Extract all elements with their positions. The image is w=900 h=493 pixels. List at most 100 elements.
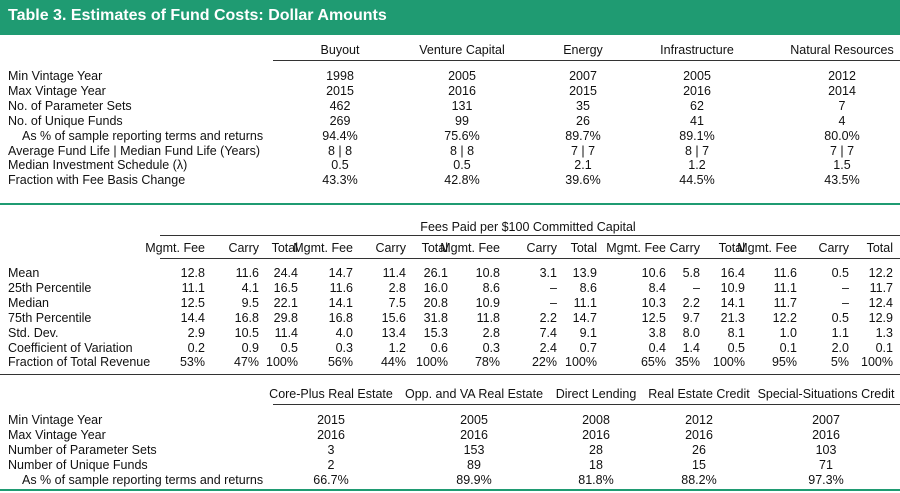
row-label: Max Vintage Year xyxy=(8,427,106,442)
table-cell: 1.4 xyxy=(682,340,700,355)
row-label: Coefficient of Variation xyxy=(8,340,133,355)
subcolumn-header: Total xyxy=(421,241,448,255)
table-cell: 100% xyxy=(416,355,448,370)
table-cell: 2012 xyxy=(685,413,713,427)
table-cell: 43.5% xyxy=(824,173,860,188)
row-label: Max Vintage Year xyxy=(8,83,106,98)
table-cell: 2005 xyxy=(683,69,711,83)
table-cell: 2 xyxy=(327,457,335,472)
table-cell: 22.1 xyxy=(273,295,298,310)
header-rule xyxy=(273,404,900,405)
table-cell: 12.5 xyxy=(180,295,205,310)
table-cell: 2.9 xyxy=(187,325,205,340)
group-header: Fees Paid per $100 Committed Capital xyxy=(420,220,636,234)
subcolumn-header: Carry xyxy=(526,241,557,255)
table-cell: 35% xyxy=(674,355,700,370)
table-cell: 0.6 xyxy=(430,340,448,355)
table-cell: 0.5 xyxy=(831,310,849,325)
subcolumn-header: Carry xyxy=(228,241,259,255)
table-cell: 16.8 xyxy=(234,310,259,325)
table-cell: 47% xyxy=(233,355,259,370)
table-cell: 100% xyxy=(266,355,298,370)
subcolumn-header: Total xyxy=(271,241,298,255)
table-cell: 5.8 xyxy=(682,266,700,280)
table-cell: 18 xyxy=(589,457,603,472)
table-cell: 22% xyxy=(531,355,557,370)
table-cell: 462 xyxy=(329,98,351,113)
table-cell: 10.9 xyxy=(720,280,745,295)
table-cell: 14.4 xyxy=(180,310,205,325)
table-cell: 10.6 xyxy=(641,266,666,280)
table-cell: 11.7 xyxy=(869,280,893,295)
row-label: As % of sample reporting terms and retur… xyxy=(22,128,264,143)
table-cell: 2.0 xyxy=(831,340,849,355)
table-cell: 95% xyxy=(771,355,797,370)
table-cell: 8.6 xyxy=(579,280,597,295)
table-cell: 2005 xyxy=(460,413,488,427)
table-cell: 0.3 xyxy=(482,340,500,355)
table-cell: 2012 xyxy=(828,69,856,83)
table-cell: 2.8 xyxy=(482,325,500,340)
row-label: Min Vintage Year xyxy=(8,69,103,83)
table-cell: 12.8 xyxy=(180,266,205,280)
table-cell: 2015 xyxy=(317,413,345,427)
table-cell: 269 xyxy=(329,113,351,128)
table-cell: 89.9% xyxy=(456,472,492,487)
row-label: Median xyxy=(8,295,49,310)
table-cell: – xyxy=(842,295,849,310)
table-cell: 7.5 xyxy=(388,295,406,310)
table-cell: 1.5 xyxy=(833,158,851,173)
table-cell: 81.8% xyxy=(578,472,614,487)
table-cell: 14.7 xyxy=(572,310,597,325)
table-cell: 15.3 xyxy=(423,325,448,340)
row-label: Fraction of Total Revenue xyxy=(8,355,151,370)
table-cell: 0.5 xyxy=(831,266,849,280)
title-bar: Table 3. Estimates of Fund Costs: Dollar… xyxy=(0,0,900,35)
table-cell: 11.1 xyxy=(773,280,797,295)
subcolumn-header: Total xyxy=(570,241,597,255)
row-label: No. of Parameter Sets xyxy=(8,98,132,113)
table-cell: 1998 xyxy=(326,69,354,83)
table-cell: 2.2 xyxy=(682,295,700,310)
table-cell: 13.4 xyxy=(381,325,406,340)
table-cell: 39.6% xyxy=(565,173,601,188)
table-cell: 0.4 xyxy=(648,340,666,355)
table-cell: 71 xyxy=(819,457,833,472)
table-cell: 0.5 xyxy=(727,340,745,355)
table-cell: 0.2 xyxy=(187,340,205,355)
table-cell: 16.5 xyxy=(273,280,298,295)
subcolumn-header: Carry xyxy=(669,241,700,255)
table-cell: 0.1 xyxy=(875,340,893,355)
table-cell: 2016 xyxy=(812,427,840,442)
table-cell: 12.2 xyxy=(868,266,893,280)
table-cell: 4.0 xyxy=(335,325,353,340)
table-cell: 56% xyxy=(327,355,353,370)
table-cell: 13.9 xyxy=(572,266,597,280)
table-cell: 89 xyxy=(467,457,481,472)
table-cell: 0.1 xyxy=(779,340,797,355)
table-cell: 15 xyxy=(692,457,706,472)
table-cell: 0.5 xyxy=(280,340,298,355)
table-cell: 4.1 xyxy=(241,280,259,295)
table-cell: 7 | 7 xyxy=(570,143,596,158)
table-cell: 2.4 xyxy=(539,340,557,355)
row-label: Number of Unique Funds xyxy=(8,457,148,472)
table-cell: 26 xyxy=(576,113,590,128)
row-label: Number of Parameter Sets xyxy=(8,442,157,457)
table-cell: 26 xyxy=(692,442,706,457)
subcolumn-header: Mgmt. Fee xyxy=(145,241,205,255)
table-cell: 100% xyxy=(713,355,745,370)
subcolumn-header: Total xyxy=(718,241,745,255)
table-cell: 11.4 xyxy=(382,266,406,280)
table-cell: 2015 xyxy=(569,83,597,98)
table-cell: 3.1 xyxy=(539,266,557,280)
table-cell: 28 xyxy=(589,442,603,457)
table-cell: – xyxy=(842,280,849,295)
subcolumn-header: Carry xyxy=(375,241,406,255)
table-cell: 89.1% xyxy=(679,128,715,143)
table-cell: 21.3 xyxy=(720,310,745,325)
table-cell: 8.6 xyxy=(482,280,500,295)
table-cell: 16.0 xyxy=(423,280,448,295)
column-header: Real Estate Credit xyxy=(648,387,750,401)
table-cell: 0.3 xyxy=(335,340,353,355)
